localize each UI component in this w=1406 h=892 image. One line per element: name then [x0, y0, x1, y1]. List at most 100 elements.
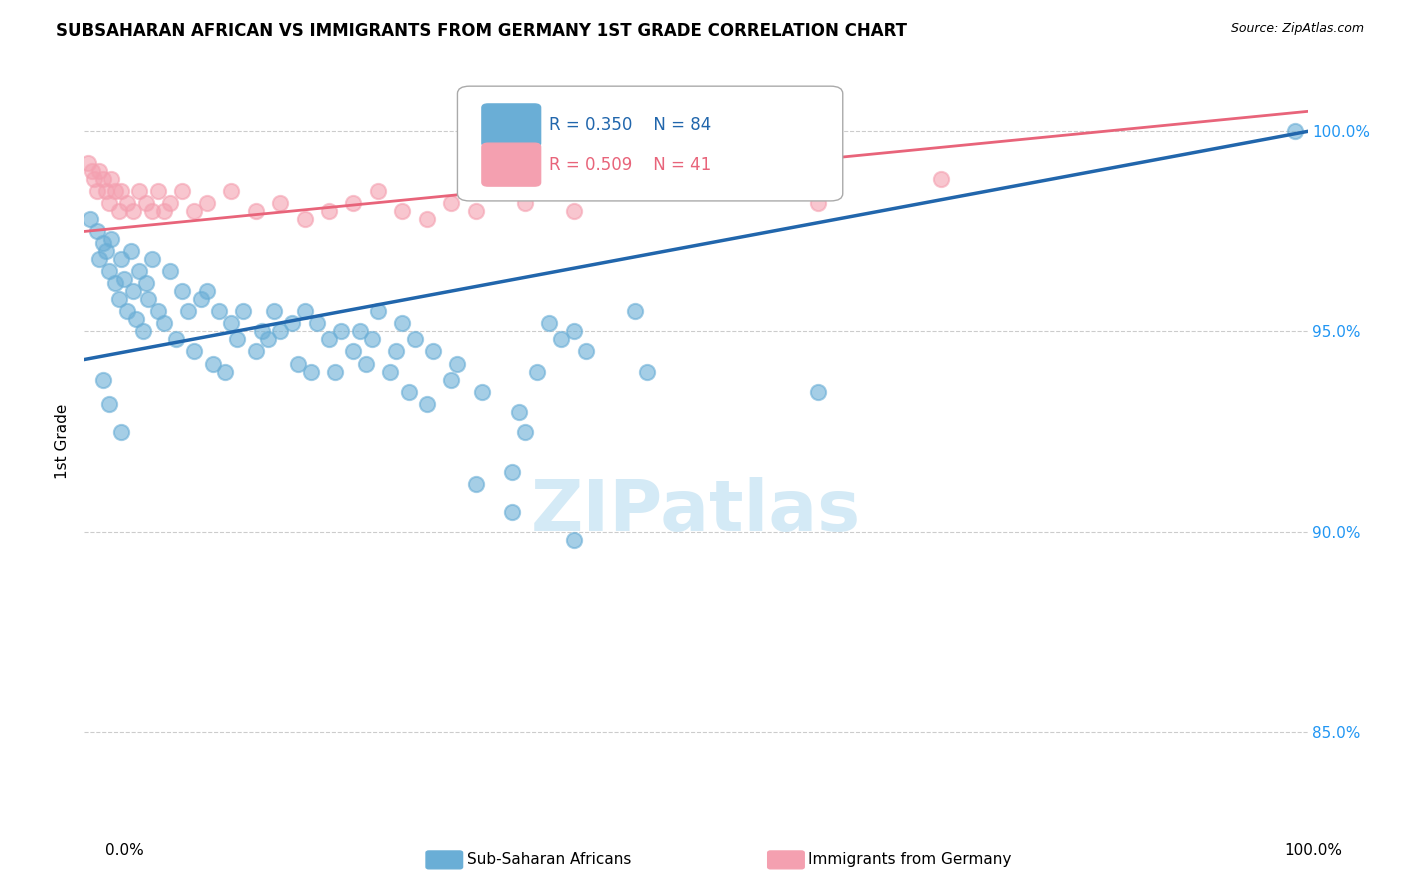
Point: [97, 264, 120, 278]
Point: [91, 236, 114, 251]
Point: [502, 505, 524, 519]
Point: [342, 344, 364, 359]
Point: [110, 252, 132, 267]
Point: [128, 185, 150, 199]
Point: [342, 196, 364, 211]
Point: [245, 344, 267, 359]
Point: [91, 372, 114, 386]
Point: [86, 224, 108, 238]
Point: [685, 185, 707, 199]
Point: [183, 204, 205, 219]
Point: [299, 364, 322, 378]
Point: [464, 476, 486, 491]
Point: [232, 304, 254, 318]
Text: SUBSAHARAN AFRICAN VS IMMIGRANTS FROM GERMANY 1ST GRADE CORRELATION CHART: SUBSAHARAN AFRICAN VS IMMIGRANTS FROM GE…: [56, 22, 907, 40]
Point: [141, 204, 163, 219]
Point: [538, 317, 561, 331]
Point: [422, 344, 444, 359]
Point: [562, 325, 585, 339]
Point: [135, 277, 157, 291]
Point: [349, 325, 371, 339]
Point: [807, 384, 830, 399]
Point: [112, 272, 135, 286]
Point: [807, 196, 830, 211]
Point: [440, 196, 463, 211]
Point: [125, 312, 148, 326]
Point: [195, 196, 218, 211]
Point: [214, 364, 236, 378]
Point: [391, 204, 413, 219]
Point: [360, 333, 382, 347]
Text: Source: ZipAtlas.com: Source: ZipAtlas.com: [1230, 22, 1364, 36]
Point: [391, 317, 413, 331]
Point: [132, 325, 155, 339]
Point: [562, 533, 585, 547]
Point: [269, 325, 291, 339]
Point: [287, 357, 309, 371]
Point: [294, 212, 316, 227]
Point: [624, 304, 647, 318]
Point: [159, 196, 181, 211]
Point: [471, 384, 494, 399]
Point: [80, 164, 103, 178]
Point: [281, 317, 304, 331]
Point: [97, 396, 120, 410]
Text: ZIPatlas: ZIPatlas: [531, 477, 860, 546]
Point: [183, 344, 205, 359]
Text: Sub-Saharan Africans: Sub-Saharan Africans: [467, 853, 631, 867]
Point: [1284, 124, 1306, 138]
Point: [929, 172, 952, 186]
Point: [305, 317, 328, 331]
Point: [195, 285, 218, 299]
Y-axis label: 1st Grade: 1st Grade: [55, 404, 70, 479]
Point: [141, 252, 163, 267]
Point: [550, 333, 572, 347]
FancyBboxPatch shape: [482, 144, 541, 186]
Text: 100.0%: 100.0%: [1285, 843, 1343, 858]
Point: [502, 465, 524, 479]
Point: [110, 425, 132, 439]
Point: [446, 357, 468, 371]
Point: [513, 425, 536, 439]
Point: [538, 185, 561, 199]
Point: [87, 252, 110, 267]
Point: [367, 304, 389, 318]
Point: [177, 304, 200, 318]
Point: [513, 196, 536, 211]
Point: [323, 364, 346, 378]
Point: [122, 204, 145, 219]
Point: [146, 185, 169, 199]
Point: [86, 185, 108, 199]
Point: [489, 185, 512, 199]
Point: [128, 264, 150, 278]
Point: [318, 204, 340, 219]
Point: [398, 384, 420, 399]
Point: [104, 185, 127, 199]
Point: [416, 396, 439, 410]
Point: [120, 244, 142, 259]
Point: [318, 333, 340, 347]
Point: [91, 172, 114, 186]
Point: [107, 204, 129, 219]
Point: [219, 185, 242, 199]
Point: [190, 293, 212, 307]
Point: [100, 232, 122, 246]
Point: [87, 164, 110, 178]
Point: [416, 212, 439, 227]
Point: [385, 344, 408, 359]
Point: [269, 196, 291, 211]
Point: [136, 293, 159, 307]
Point: [263, 304, 285, 318]
Point: [79, 212, 101, 227]
Point: [97, 196, 120, 211]
Text: 0.0%: 0.0%: [105, 843, 145, 858]
Point: [575, 344, 598, 359]
Point: [96, 185, 118, 199]
Point: [107, 293, 129, 307]
Point: [526, 364, 548, 378]
Point: [172, 285, 194, 299]
FancyBboxPatch shape: [482, 104, 541, 147]
Point: [440, 372, 463, 386]
Point: [172, 185, 194, 199]
Point: [330, 325, 353, 339]
